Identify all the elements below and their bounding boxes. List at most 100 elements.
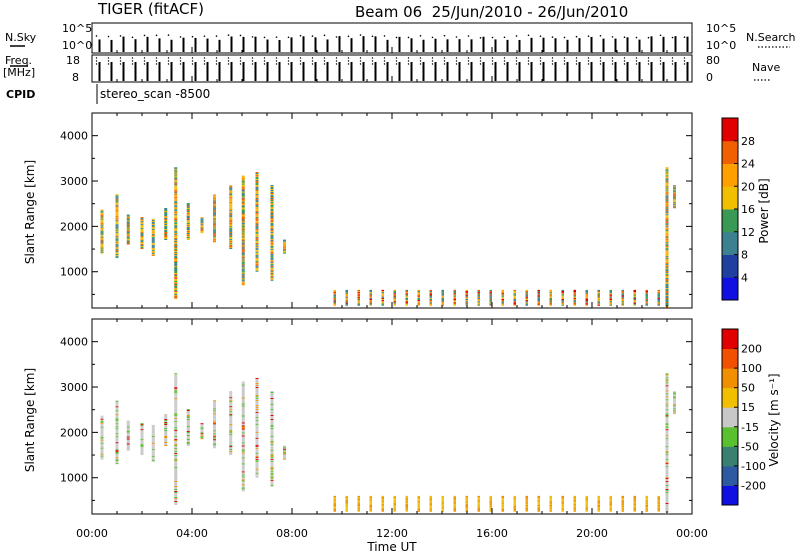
power-ground-scatter-cell [333,290,336,293]
velocity-ground-scatter-cell [369,508,372,510]
nsearch-dot [143,34,146,37]
power-ground-scatter-cell [405,289,408,291]
velocity-scatter-cell [283,452,286,454]
power-ground-scatter-cell [441,304,444,306]
power-ground-scatter-cell [597,297,600,299]
power-ground-scatter-cell [369,294,372,296]
velocity-scatter-cell [151,442,155,444]
nave-dot [251,63,254,65]
power-ground-scatter-cell [645,300,648,302]
velocity-scatter-cell [255,451,259,453]
power-scatter-cell [270,195,274,197]
power-ground-scatter-cell [645,304,648,306]
power-scatter-cell [229,225,233,227]
power-scatter-cell [164,223,168,225]
power-ground-scatter-cell [501,292,504,294]
velocity-scatter-cell [270,430,274,432]
velocity-ground-scatter-cell [621,504,624,507]
velocity-ground-scatter-cell [429,496,432,499]
velocity-scatter-cell [229,399,233,401]
power-scatter-cell [126,222,130,224]
power-scatter-cell [213,207,216,209]
velocity-scatter-cell [213,435,216,437]
velocity-scatter-cell [665,411,669,413]
power-scatter-cell [270,191,274,193]
nsearch-dot [119,35,122,37]
velocity-scatter-cell [151,458,155,460]
velocity-scatter-cell [241,458,245,460]
nave-dot [503,57,506,59]
velocity-scatter-cell [174,478,178,480]
power-scatter-cell [270,217,274,219]
power-scatter-cell [213,210,216,212]
velocity-scatter-cell [174,486,178,488]
power-scatter-cell [665,174,669,176]
velocity-scatter-cell [164,416,168,418]
power-scatter-cell [100,223,104,225]
velocity-scatter-cell [241,386,245,388]
power-scatter-cell [151,226,155,228]
power-ground-scatter-cell [489,295,492,297]
velocity-scatter-cell [241,448,245,450]
velocity-scatter-cell [241,469,245,471]
power-scatter-cell [213,195,216,197]
power-scatter-cell [174,284,178,286]
velocity-ground-scatter-cell [573,506,576,508]
velocity-scatter-cell [270,478,274,480]
nave-dot [251,60,254,62]
power-scatter-cell [174,182,178,184]
power-scatter-cell [200,221,204,223]
velocity-scatter-cell [126,449,130,451]
velocity-scatter-cell [255,386,259,388]
power-ground-scatter-cell [393,303,396,305]
power-scatter-cell [174,237,178,239]
nave-dot [335,63,338,65]
power-scatter-cell [140,243,144,245]
velocity-scatter-cell [174,487,178,489]
velocity-ground-scatter-cell [453,509,456,511]
power-ground-scatter-cell [453,298,456,301]
nsearch-dot [263,36,266,39]
velocity-scatter-cell [665,510,669,512]
velocity-scatter-cell [174,414,178,416]
power-scatter-cell [673,199,676,201]
velocity-scatter-cell [665,389,669,391]
velocity-scatter-cell [229,443,233,445]
velocity-scatter-cell [229,423,233,425]
power-scatter-cell [665,276,669,278]
velocity-scatter-cell [213,431,216,433]
power-scatter-cell [174,282,178,284]
velocity-scatter-cell [115,459,119,461]
velocity-scatter-cell [213,401,216,403]
velocity-colorbar-tick-label: 100 [741,362,762,375]
power-scatter-cell [665,254,669,256]
nave-dot [599,60,602,62]
power-scatter-cell [115,203,119,205]
velocity-scatter-cell [229,403,233,405]
power-scatter-cell [140,245,144,247]
velocity-scatter-cell [255,429,259,431]
power-scatter-cell [241,273,245,275]
power-scatter-cell [270,272,274,274]
power-scatter-cell [270,222,274,224]
power-scatter-cell [100,227,104,229]
velocity-ground-scatter-cell [369,496,372,499]
power-ground-scatter-cell [597,304,600,306]
power-scatter-cell [213,215,216,217]
velocity-scatter-cell [174,489,178,491]
velocity-scatter-cell [200,428,204,430]
velocity-ground-scatter-cell [405,498,408,500]
power-scatter-cell [673,207,676,209]
power-ground-scatter-cell [489,302,492,304]
power-scatter-cell [270,277,274,279]
velocity-scatter-cell [229,419,233,421]
power-scatter-cell [665,215,669,217]
power-scatter-cell [229,197,233,199]
power-scatter-cell [213,212,216,214]
velocity-scatter-cell [270,420,274,422]
power-scatter-cell [665,223,669,225]
power-scatter-cell [255,212,259,214]
power-scatter-cell [229,248,233,250]
velocity-scatter-cell [140,447,144,449]
power-ground-scatter-cell [357,300,360,302]
